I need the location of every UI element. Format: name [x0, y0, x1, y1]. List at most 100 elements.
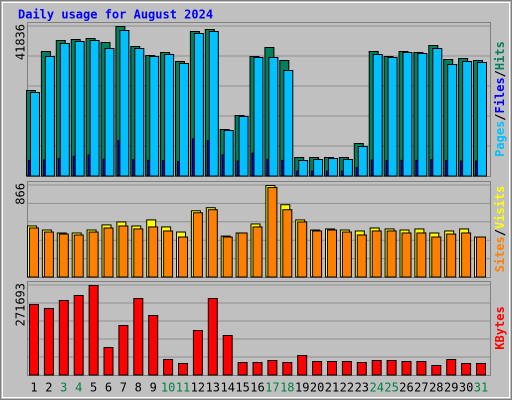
bar [283, 70, 294, 177]
bar [222, 334, 233, 376]
bar [327, 229, 337, 278]
bar [207, 209, 218, 278]
bar [119, 30, 130, 177]
bar [446, 358, 457, 376]
legend-separator: / [493, 70, 507, 77]
bar [268, 57, 279, 177]
bar [341, 231, 352, 278]
bar [207, 297, 218, 376]
x-tick-label: 9 [150, 381, 157, 395]
x-tick-label: 13 [206, 381, 220, 395]
bar [447, 64, 458, 177]
bar [267, 187, 278, 278]
bar [312, 360, 323, 376]
bar [476, 362, 486, 376]
bar [88, 231, 99, 278]
bar [371, 359, 382, 376]
bar [416, 232, 427, 278]
x-tick-label: 27 [414, 381, 428, 395]
bar [58, 233, 69, 278]
bar [252, 361, 263, 376]
legend-separator: / [493, 113, 507, 120]
x-tick-label: 15 [235, 381, 249, 395]
bar [401, 360, 412, 376]
bar [298, 160, 309, 177]
bar [432, 48, 443, 177]
x-tick-label: 12 [191, 381, 205, 395]
x-tick-label: 3 [60, 381, 67, 395]
x-tick-label: 31 [474, 381, 488, 395]
bar [357, 146, 368, 177]
x-tick-label: 22 [340, 381, 354, 395]
bar [193, 33, 204, 177]
x-tick-label: 26 [399, 381, 413, 395]
bar [88, 285, 99, 376]
x-tick-label: 19 [295, 381, 309, 395]
x-tick-label: 21 [325, 381, 339, 395]
legend: Sites/Visits [493, 186, 507, 273]
legend-entry: Visits [493, 186, 507, 229]
legend-entry: Pages [493, 121, 507, 157]
x-tick-label: 2 [45, 381, 52, 395]
bar [178, 236, 188, 278]
bar [148, 314, 159, 376]
x-tick-label: 30 [459, 381, 473, 395]
bar [477, 62, 487, 177]
bar [104, 48, 115, 177]
bar [43, 231, 54, 278]
bar [59, 43, 70, 177]
bar [252, 226, 263, 278]
bar [297, 354, 308, 376]
x-tick-label: 20 [310, 381, 324, 395]
bar [73, 294, 84, 376]
bar [222, 236, 233, 278]
x-tick-label: 29 [444, 381, 458, 395]
bar [133, 228, 144, 278]
x-tick-label: 28 [429, 381, 443, 395]
x-tick-label: 11 [176, 381, 190, 395]
bar [74, 41, 85, 177]
legend-entry: Hits [493, 41, 507, 70]
bar [267, 359, 278, 376]
x-tick-label: 17 [265, 381, 279, 395]
legend-separator: / [493, 229, 507, 236]
bar [179, 63, 189, 177]
y-tick-label: 866 [14, 183, 28, 205]
bar [89, 40, 100, 177]
bar [43, 307, 54, 376]
x-tick-label: 18 [280, 381, 294, 395]
bar [297, 221, 308, 278]
bar [223, 129, 234, 177]
bar [462, 61, 473, 177]
legend-entry: KBytes [493, 306, 507, 349]
bar [118, 324, 129, 376]
bar [30, 92, 40, 177]
chart-title: Daily usage for August 2024 [18, 8, 213, 22]
bar [356, 361, 367, 376]
bar [416, 360, 427, 376]
x-tick-label: 5 [90, 381, 97, 395]
bar [431, 236, 442, 278]
bar [386, 359, 397, 376]
bar [192, 329, 203, 376]
x-tick-label: 24 [369, 381, 383, 395]
bar [417, 53, 428, 177]
bar [387, 57, 398, 177]
bar [237, 232, 248, 278]
y-tick-label: 41836 [14, 24, 28, 60]
x-tick-label: 8 [135, 381, 142, 395]
bar [73, 234, 84, 278]
bar [356, 234, 367, 278]
bar [372, 54, 383, 177]
bar [341, 360, 352, 376]
bar [164, 54, 175, 177]
bar [371, 230, 382, 278]
bar [163, 230, 174, 278]
bar [342, 159, 353, 177]
bar [29, 303, 39, 376]
bar [328, 158, 338, 177]
x-tick-label: 10 [161, 381, 175, 395]
x-tick-label: 25 [384, 381, 398, 395]
